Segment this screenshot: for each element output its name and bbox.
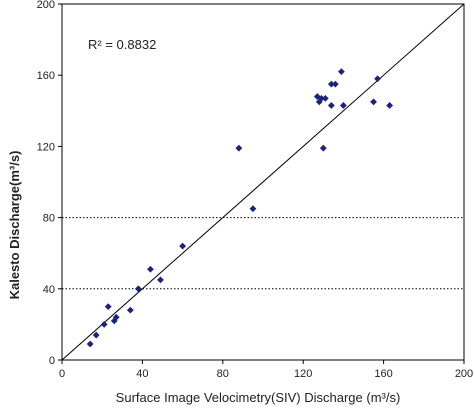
- data-point-25: [386, 102, 394, 109]
- data-point-13: [313, 93, 321, 100]
- x-tick-label-200: 200: [455, 368, 473, 380]
- data-point-0: [86, 340, 94, 348]
- data-point-17: [321, 94, 329, 102]
- plot-frame: [61, 3, 465, 361]
- data-point-16: [319, 144, 327, 152]
- y-tick-label-120: 120: [37, 141, 55, 153]
- y-tick-label-160: 160: [37, 70, 55, 82]
- trendline: [61, 3, 465, 361]
- data-point-11: [235, 144, 243, 152]
- data-point-20: [331, 80, 339, 88]
- data-point-6: [126, 306, 134, 314]
- data-point-10: [179, 242, 186, 250]
- y-tick-label-80: 80: [43, 213, 55, 225]
- grid-layer: [62, 217, 464, 290]
- data-point-19: [327, 80, 335, 88]
- data-point-12: [249, 205, 257, 213]
- data-points: [86, 68, 394, 348]
- y-tick-label-0: 0: [49, 355, 55, 367]
- data-point-2: [100, 321, 108, 328]
- y-axis-label: Kalesto Discharge(m³/s): [7, 151, 22, 300]
- x-axis-label: Surface Image Velocimetry(SIV) Discharge…: [116, 390, 401, 405]
- data-point-22: [340, 102, 347, 109]
- x-tick-label-120: 120: [294, 368, 312, 380]
- x-tick-label-80: 80: [217, 368, 229, 380]
- y-tick-label-40: 40: [43, 284, 55, 296]
- data-point-1: [92, 331, 100, 339]
- y-tick-label-200: 200: [37, 0, 55, 11]
- x-tick-label-0: 0: [59, 368, 65, 380]
- data-point-23: [370, 98, 377, 106]
- data-point-15: [317, 94, 325, 102]
- data-point-5: [112, 313, 120, 321]
- data-point-7: [134, 285, 142, 293]
- x-tick-label-40: 40: [136, 368, 148, 380]
- r-squared-annotation: R² = 0.8832: [88, 37, 156, 52]
- data-point-18: [327, 102, 335, 109]
- data-point-8: [147, 265, 154, 273]
- data-point-21: [337, 68, 345, 76]
- data-point-24: [374, 75, 381, 83]
- x-tick-label-160: 160: [374, 368, 392, 380]
- data-point-9: [157, 276, 164, 284]
- axis-ticks: 0 40 80 120 160 200 0 40 80 120 160 200: [37, 0, 474, 380]
- data-point-3: [104, 303, 112, 310]
